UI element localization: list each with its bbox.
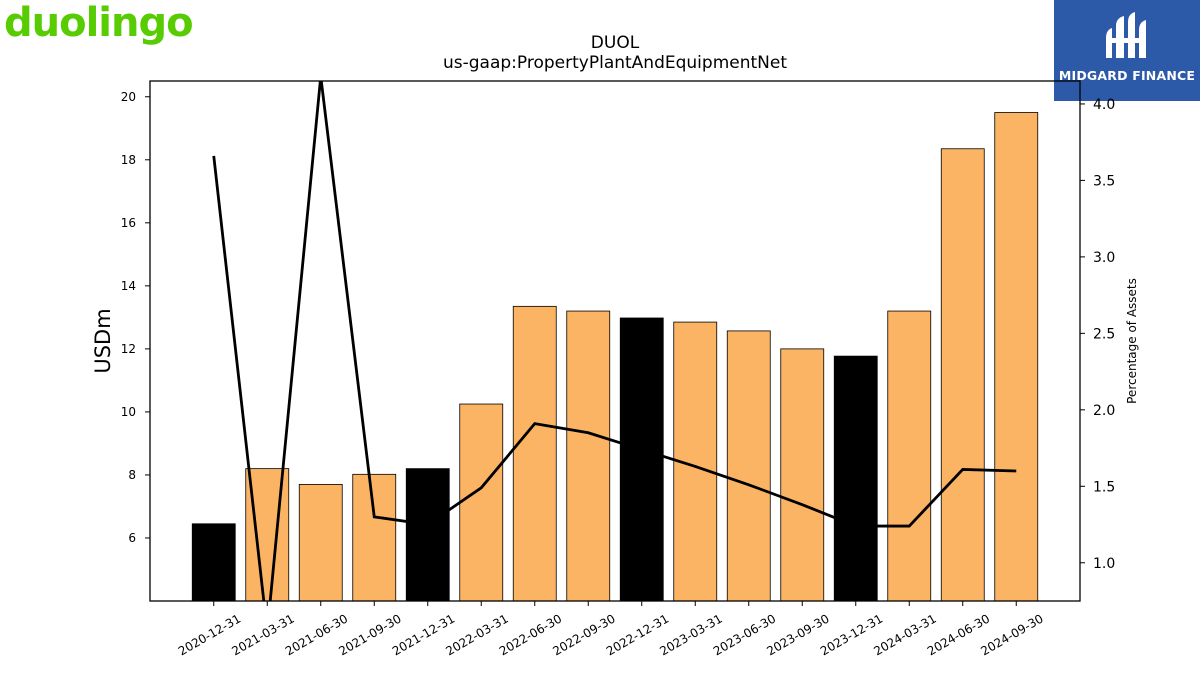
y-tick-label: 12 [121,342,136,356]
bar-2024-03-31 [887,310,932,602]
bar-2024-09-30 [994,112,1039,602]
y-tick-label: 18 [121,153,136,167]
bar-2021-09-30 [352,473,397,602]
bar-2022-06-30 [512,305,557,602]
midgard-brand-text: MIDGARD FINANCE [1058,68,1196,83]
bar-2023-12-31 [833,355,878,602]
bar-2022-09-30 [566,310,611,602]
y-tick-label: 6 [128,531,136,545]
y2-tick-label: 1.5 [1093,479,1115,495]
percentage-of-assets-line [212,81,1017,601]
y-axis-label: USDm [91,308,115,373]
bar-2023-09-30 [780,348,825,602]
chart-subtitle: us-gaap:PropertyPlantAndEquipmentNet [443,53,787,73]
bars-group [191,112,1039,602]
y2-tick-label: 3.5 [1093,173,1115,189]
y-tick-label: 16 [121,216,136,230]
y2-tick-label: 2.0 [1093,403,1115,419]
y-axis-right: 1.0 1.5 2.0 2.5 3.0 3.5 4.0 [1080,97,1115,572]
y2-tick-label: 3.0 [1093,250,1115,266]
y-tick-label: 8 [128,468,136,482]
bar-2021-12-31 [405,468,450,602]
y2-tick-label: 2.5 [1093,326,1115,342]
bar-2023-06-30 [726,330,771,602]
y-tick-label: 14 [121,279,136,293]
chart-title: DUOL [591,33,640,53]
x-axis: 2020-12-312021-03-312021-06-302021-09-30… [176,601,1046,658]
y2-tick-label: 4.0 [1093,97,1115,113]
bar-2020-12-31 [191,523,236,602]
y-tick-label: 20 [121,90,136,104]
bar-2021-06-30 [298,483,343,602]
bar-2022-12-31 [619,317,664,602]
y-axis-left: 6 8 10 12 14 16 18 20 [121,90,150,545]
midgard-logo-mark-icon [1054,0,1200,101]
duolingo-logo: duolingo [4,0,194,46]
bar-2024-06-30 [940,148,985,602]
y-tick-label: 10 [121,405,136,419]
y2-tick-label: 1.0 [1093,556,1115,572]
bar-2022-03-31 [459,403,504,602]
y2-axis-label: Percentage of Assets [1125,278,1139,404]
plot-frame [149,80,1081,602]
midgard-finance-logo: MIDGARD FINANCE [1054,0,1200,101]
